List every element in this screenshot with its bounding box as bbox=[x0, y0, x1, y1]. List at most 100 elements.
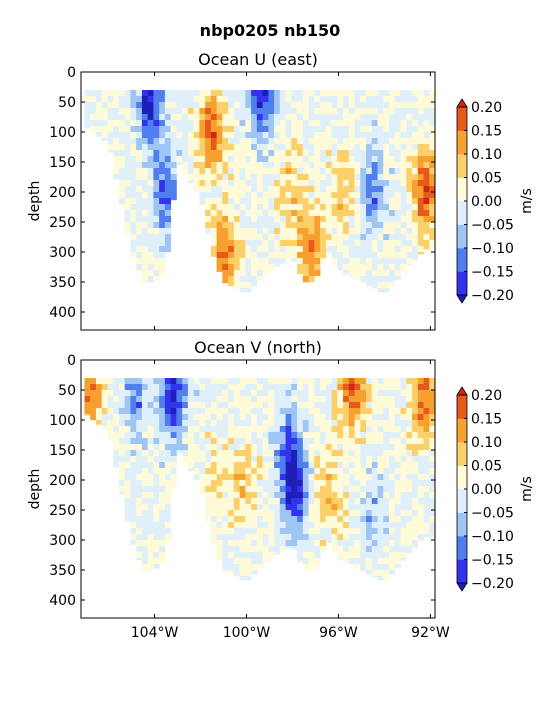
heat-cell bbox=[274, 186, 281, 193]
heat-cell bbox=[348, 186, 355, 193]
heat-cell bbox=[394, 168, 401, 175]
heat-cell bbox=[159, 486, 166, 493]
heat-cell bbox=[251, 504, 258, 511]
heat-cell bbox=[262, 114, 269, 121]
heat-cell bbox=[383, 468, 390, 475]
heat-cell bbox=[233, 252, 241, 259]
heat-cell bbox=[210, 438, 218, 445]
heat-cell bbox=[406, 228, 413, 235]
heat-cell bbox=[147, 168, 154, 175]
heat-cell bbox=[285, 144, 292, 151]
heat-cell bbox=[279, 198, 286, 205]
heat-cell bbox=[164, 522, 172, 529]
heat-cell bbox=[291, 384, 298, 391]
heat-cell bbox=[245, 516, 252, 523]
heat-cell bbox=[285, 522, 292, 529]
heat-cell bbox=[371, 414, 378, 421]
heat-cell bbox=[400, 426, 407, 433]
heat-cell bbox=[136, 420, 143, 427]
heat-cell bbox=[136, 426, 143, 433]
heat-cell bbox=[251, 438, 258, 445]
heat-cell bbox=[245, 558, 252, 565]
heat-cell bbox=[124, 180, 131, 187]
heat-cell bbox=[412, 486, 419, 493]
heat-cell bbox=[331, 540, 338, 547]
heat-cell bbox=[285, 246, 292, 253]
heat-cell bbox=[141, 216, 149, 223]
heat-cell bbox=[199, 174, 206, 181]
heat-cell bbox=[423, 132, 430, 139]
heat-cell bbox=[423, 210, 430, 217]
heat-cell bbox=[118, 438, 126, 445]
heat-cell bbox=[348, 516, 355, 523]
heat-cell bbox=[216, 126, 223, 133]
heat-cell bbox=[291, 390, 298, 397]
heat-cell bbox=[187, 96, 195, 103]
heat-cell bbox=[297, 540, 304, 547]
heat-cell bbox=[377, 390, 384, 397]
heat-cell bbox=[360, 138, 367, 145]
heat-cell bbox=[302, 462, 309, 469]
heat-cell bbox=[141, 378, 149, 385]
heat-cell bbox=[262, 174, 269, 181]
heat-cell bbox=[130, 510, 137, 517]
heat-cell bbox=[130, 102, 137, 109]
heat-cell bbox=[394, 240, 401, 247]
heat-cell bbox=[314, 426, 321, 433]
heat-cell bbox=[285, 432, 292, 439]
heat-cell bbox=[205, 210, 212, 217]
heat-cell bbox=[268, 156, 275, 163]
heat-cell bbox=[222, 552, 229, 559]
heat-cell bbox=[274, 102, 281, 109]
heat-cell bbox=[130, 522, 137, 529]
heat-cell bbox=[164, 438, 172, 445]
heat-cell bbox=[331, 108, 338, 115]
heat-cell bbox=[256, 126, 263, 133]
heat-cell bbox=[308, 120, 315, 127]
heat-cell bbox=[228, 384, 235, 391]
heat-cell bbox=[308, 204, 315, 211]
heat-cell bbox=[153, 486, 160, 493]
heat-cell bbox=[285, 192, 292, 199]
heat-cell bbox=[394, 480, 401, 487]
heat-cell bbox=[343, 270, 350, 275]
heat-cell bbox=[337, 456, 344, 463]
heat-cell bbox=[256, 396, 263, 403]
heat-cell bbox=[245, 138, 252, 145]
heat-cell bbox=[291, 222, 298, 229]
heat-cell bbox=[205, 444, 212, 451]
heat-cell bbox=[216, 540, 223, 547]
heat-cell bbox=[170, 138, 177, 145]
heat-cell bbox=[371, 438, 378, 445]
heat-cell bbox=[107, 132, 114, 139]
heat-cell bbox=[325, 516, 332, 523]
heat-cell bbox=[262, 222, 269, 229]
heat-cell bbox=[337, 258, 344, 265]
heat-cell bbox=[222, 510, 229, 517]
heat-cell bbox=[141, 234, 149, 241]
heat-cell bbox=[233, 108, 241, 115]
heat-cell bbox=[406, 384, 413, 391]
heat-cell bbox=[354, 126, 361, 133]
heat-cell bbox=[389, 144, 396, 151]
heat-cell bbox=[262, 264, 269, 271]
heat-cell bbox=[285, 186, 292, 193]
heat-cell bbox=[308, 480, 315, 487]
heat-cell bbox=[262, 162, 269, 169]
heat-cell bbox=[159, 156, 166, 163]
heat-cell bbox=[279, 546, 286, 552]
heat-cell bbox=[239, 396, 246, 403]
heat-cell bbox=[366, 246, 373, 253]
heat-cell bbox=[406, 204, 413, 211]
heat-cell bbox=[274, 534, 281, 541]
heat-cell bbox=[337, 192, 344, 199]
heat-cell bbox=[423, 402, 430, 409]
heat-cell bbox=[228, 558, 235, 565]
heat-cell bbox=[205, 462, 212, 469]
heat-cell bbox=[262, 450, 269, 457]
heat-cell bbox=[136, 462, 143, 469]
heat-cell bbox=[348, 402, 355, 409]
heat-cell bbox=[170, 114, 177, 121]
heat-cell bbox=[239, 252, 246, 259]
heat-cell bbox=[360, 114, 367, 121]
